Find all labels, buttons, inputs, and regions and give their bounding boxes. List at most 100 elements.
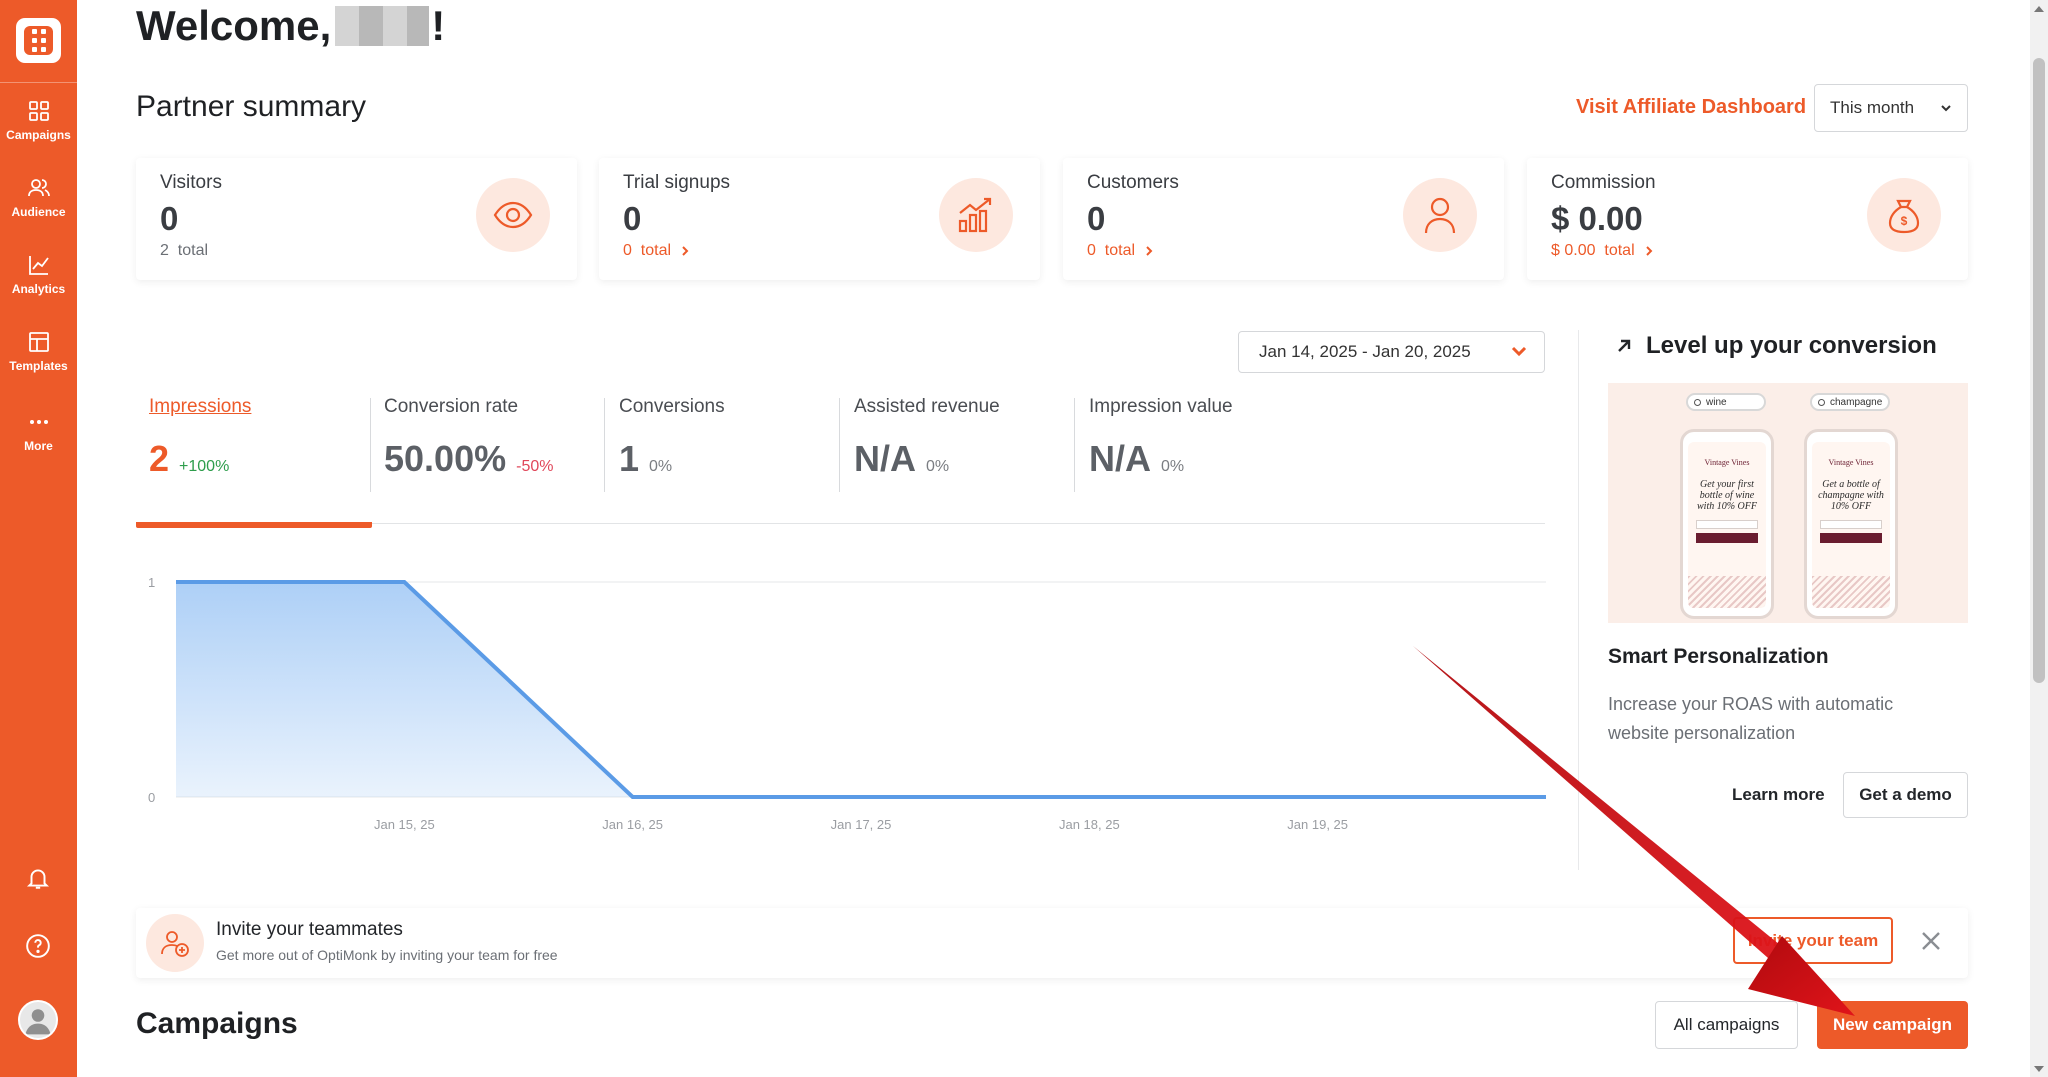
dots-icon [29, 420, 48, 424]
campaigns-title: Campaigns [136, 1007, 298, 1040]
date-range-picker[interactable]: Jan 14, 2025 - Jan 20, 2025 [1238, 331, 1545, 373]
phone-headline: Get your first bottle of wine with 10% O… [1697, 479, 1757, 512]
sidebar-item-label: Audience [11, 205, 66, 219]
close-icon[interactable] [1918, 928, 1944, 954]
stat-card-customers: Customers 0 0 total [1063, 158, 1504, 280]
period-select[interactable]: This month [1814, 84, 1968, 132]
arrow-up-right-icon [1618, 339, 1631, 352]
stat-total-value: $ 0.00 [1551, 242, 1596, 259]
scrollbar[interactable] [2030, 0, 2048, 1077]
stat-total-link[interactable]: 0 total [623, 242, 690, 260]
promo-image: wine champagne Vintage Vines Get your fi… [1608, 383, 1968, 623]
metric-value: N/A [854, 438, 916, 479]
new-campaign-button[interactable]: New campaign [1817, 1001, 1968, 1049]
promo-title-text: Level up your conversion [1646, 332, 1937, 359]
invite-team-button[interactable]: Invite your team [1733, 917, 1893, 964]
stat-label: Trial signups [623, 172, 731, 193]
stat-total-link[interactable]: 0 total [1087, 242, 1154, 260]
metric-change: 0% [926, 458, 950, 475]
welcome-heading: Welcome, ! [136, 2, 445, 50]
promo-divider [1578, 330, 1579, 870]
stat-label: Customers [1087, 172, 1179, 193]
stat-total-label: total [1104, 242, 1136, 259]
sidebar-item-label: Templates [9, 359, 68, 373]
scroll-up-arrow[interactable] [2034, 6, 2044, 12]
growth-chart-icon [939, 178, 1013, 252]
metric-divider [1074, 398, 1075, 492]
app-logo[interactable] [16, 18, 61, 63]
metric-change: +100% [179, 458, 230, 475]
invite-teammates-banner: Invite your teammates Get more out of Op… [136, 908, 1968, 978]
chart-series-line [176, 580, 1546, 799]
metric-tab-impressions[interactable]: Impressions 2 +100% [136, 396, 372, 526]
sidebar-item-label: Analytics [11, 282, 66, 296]
metric-label: Conversions [619, 396, 725, 417]
svg-text:$: $ [1901, 214, 1908, 228]
metric-value: 1 [619, 438, 640, 479]
metric-label: Assisted revenue [854, 396, 1000, 417]
users-icon [27, 179, 50, 197]
invite-subtitle: Get more out of OptiMonk by inviting you… [216, 947, 558, 963]
metric-divider [839, 398, 840, 492]
phone-brand: Vintage Vines [1828, 458, 1874, 467]
sidebar-item-templates[interactable]: Templates [0, 316, 77, 386]
metric-divider [604, 398, 605, 492]
chart-line-icon [28, 256, 49, 275]
avatar[interactable] [18, 1000, 58, 1040]
help-icon[interactable] [25, 933, 51, 959]
stat-label: Visitors [160, 172, 222, 193]
learn-more-button[interactable]: Learn more [1732, 785, 1825, 804]
date-range-value: Jan 14, 2025 - Jan 20, 2025 [1259, 342, 1471, 361]
phone-mockup: Vintage Vines Get a bottle of champagne … [1804, 429, 1898, 619]
sidebar-item-analytics[interactable]: Analytics [0, 239, 77, 309]
grid-icon [28, 101, 49, 121]
phone-headline: Get a bottle of champagne with 10% OFF [1818, 479, 1884, 512]
stat-value: $ 0.00 [1551, 200, 1643, 237]
period-select-value: This month [1830, 98, 1915, 117]
promo-subtitle: Smart Personalization [1608, 645, 1829, 668]
metric-tab-conversions[interactable]: Conversions 1 0% [606, 396, 842, 526]
sidebar-divider [0, 82, 77, 83]
metric-value: 2 [149, 438, 170, 479]
promo-description: Increase your ROAS with automatic websit… [1608, 694, 1894, 743]
sidebar-item-label: More [24, 439, 53, 453]
metric-change: -50% [516, 458, 554, 475]
chevron-right-icon [1645, 246, 1653, 256]
metric-label: Conversion rate [384, 396, 519, 417]
metric-tab-impression-value[interactable]: Impression value N/A 0% [1076, 396, 1312, 526]
y-tick-label: 0 [148, 790, 155, 805]
get-demo-button[interactable]: Get a demo [1843, 772, 1968, 818]
search-pill: wine [1686, 393, 1766, 411]
x-tick-label: Jan 16, 25 [602, 817, 663, 832]
metric-label: Impression value [1089, 396, 1233, 417]
blurred-username [335, 6, 430, 46]
x-tick-label: Jan 15, 25 [374, 817, 435, 832]
stat-card-commission: Commission $ 0.00 $ 0.00 total $ [1527, 158, 1968, 280]
metric-change: 0% [1161, 458, 1185, 475]
stat-value: 0 [1087, 200, 1106, 237]
chevron-down-icon [1941, 105, 1951, 112]
metric-value: 50.00% [384, 438, 507, 479]
scrollbar-thumb[interactable] [2033, 58, 2045, 683]
active-metric-indicator [136, 522, 372, 528]
sidebar-item-audience[interactable]: Audience [0, 162, 77, 232]
stat-total-link[interactable]: $ 0.00 total [1551, 242, 1654, 260]
impressions-chart: 0 1 Jan 15, 25 Jan 16, 25 Jan 17, 25 Jan 18,… [148, 575, 1546, 832]
stat-total-label: total [1604, 242, 1635, 259]
bell-icon[interactable] [25, 865, 51, 891]
sidebar-item-more[interactable]: More [0, 396, 77, 466]
scroll-down-arrow[interactable] [2034, 1066, 2044, 1072]
x-tick-label: Jan 19, 25 [1287, 817, 1348, 832]
metric-tab-assisted-revenue[interactable]: Assisted revenue N/A 0% [841, 396, 1077, 526]
sidebar-item-campaigns[interactable]: Campaigns [0, 85, 77, 155]
eye-icon [476, 178, 550, 252]
x-tick-label: Jan 17, 25 [831, 817, 892, 832]
chevron-right-icon [1146, 246, 1153, 256]
y-tick-label: 1 [148, 575, 155, 590]
metric-tab-conversion-rate[interactable]: Conversion rate 50.00% -50% [371, 396, 607, 526]
stat-card-visitors: Visitors 0 2 total [136, 158, 577, 280]
all-campaigns-button[interactable]: All campaigns [1655, 1001, 1798, 1049]
stat-value: 0 [160, 200, 179, 237]
visit-affiliate-dashboard-link[interactable]: Visit Affiliate Dashboard [1576, 96, 1807, 118]
welcome-suffix: ! [431, 2, 446, 49]
